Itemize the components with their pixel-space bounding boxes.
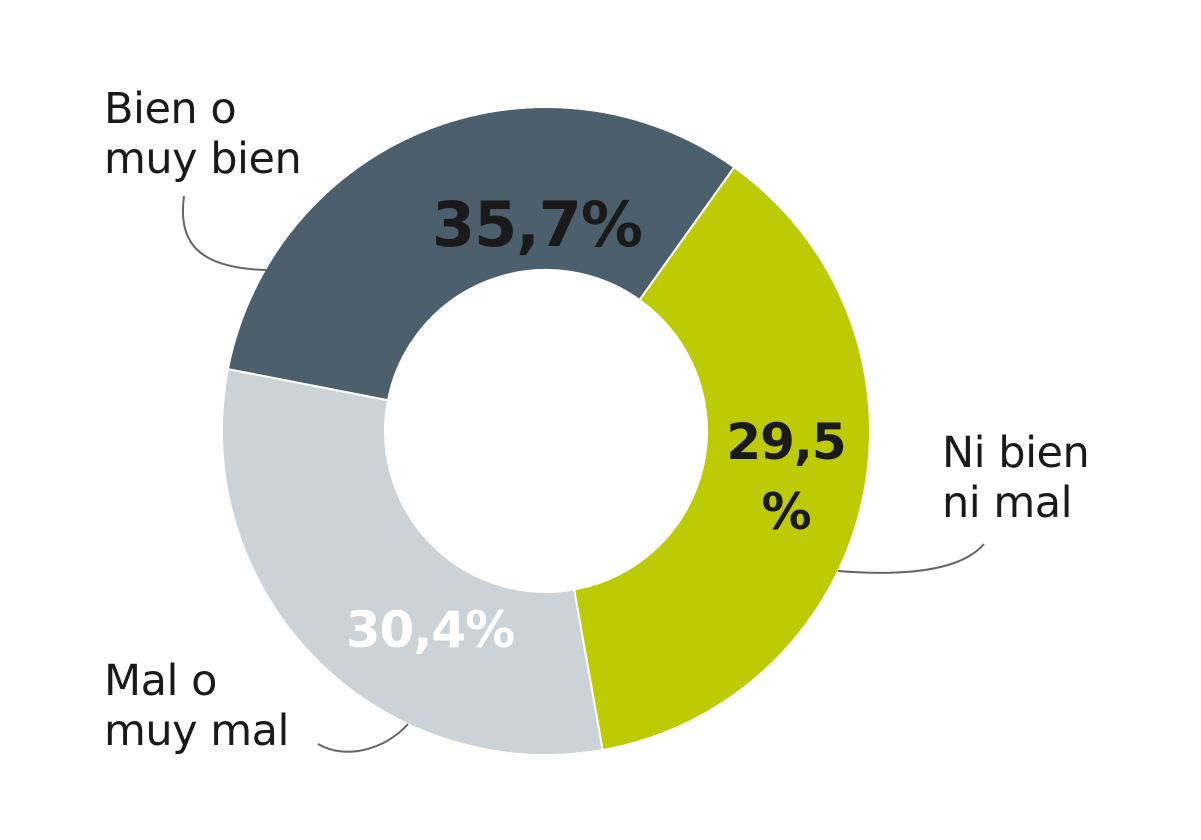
segment-ni-bien-ni-mal [221,367,604,756]
leader-line-ni [837,543,985,574]
label-ni-bien-ni-mal: Ni bien ni mal [942,428,1090,528]
leader-line-bien [181,195,267,271]
value-mal: 30,4% [345,601,515,659]
value-ni-line2: % [761,483,811,541]
leader-line-mal [317,723,409,753]
value-bien: 35,7% [431,188,643,261]
segment-mal-o-muy-mal [226,106,736,402]
donut-segments [221,106,871,756]
segment-bien-o-muy-bien [572,165,871,752]
label-mal-o-muy-mal: Mal o muy mal [104,656,289,756]
label-bien-o-muy-bien: Bien o muy bien [104,84,302,184]
value-ni-line1: 29,5 [726,413,846,471]
